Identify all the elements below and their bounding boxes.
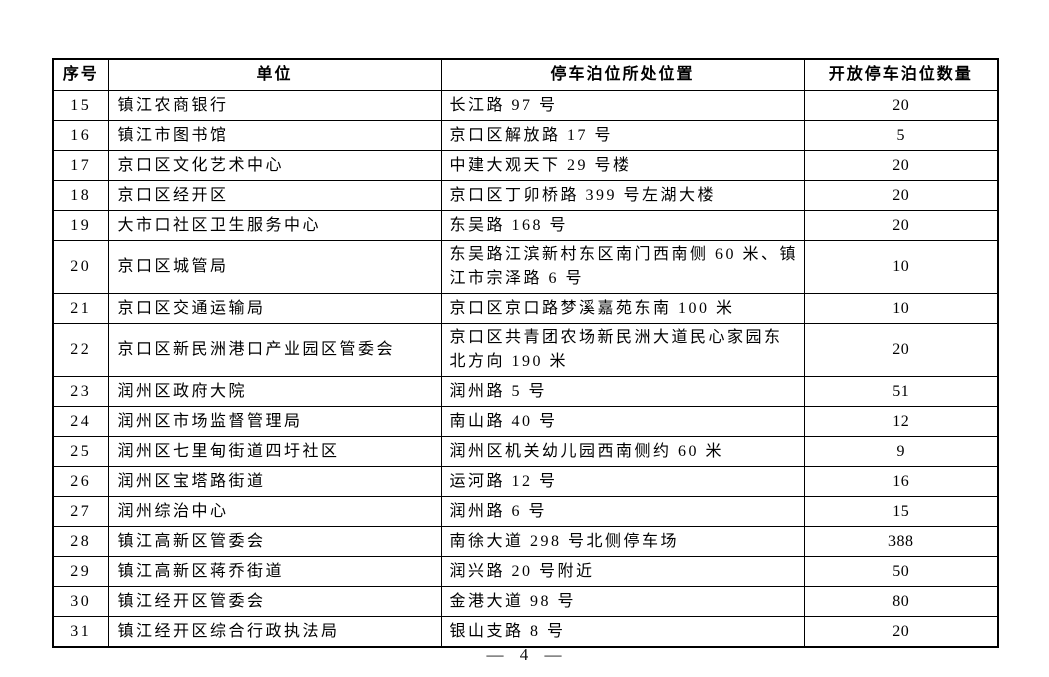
page-number: — 4 —	[486, 645, 563, 664]
cell-open-count: 51	[803, 376, 999, 407]
table-row: 15 镇江农商银行 长江路 97 号 20	[52, 90, 999, 121]
cell-open-count: 20	[803, 90, 999, 121]
cell-unit: 京口区经开区	[107, 180, 442, 211]
cell-unit: 京口区文化艺术中心	[107, 150, 442, 181]
cell-location: 银山支路 8 号	[440, 616, 805, 648]
cell-serial-number: 24	[52, 406, 109, 437]
table-row: 26 润州区宝塔路街道 运河路 12 号 16	[52, 466, 999, 497]
cell-location: 润州区机关幼儿园西南侧约 60 米	[440, 436, 805, 467]
cell-open-count: 15	[803, 496, 999, 527]
cell-serial-number: 23	[52, 376, 109, 407]
cell-serial-number: 17	[52, 150, 109, 181]
cell-open-count: 16	[803, 466, 999, 497]
table-row: 31 镇江经开区综合行政执法局 银山支路 8 号 20	[52, 616, 999, 648]
cell-location: 润州路 5 号	[440, 376, 805, 407]
cell-location: 运河路 12 号	[440, 466, 805, 497]
cell-unit: 京口区城管局	[107, 240, 442, 294]
cell-unit: 润州综治中心	[107, 496, 442, 527]
cell-unit: 镇江高新区蒋乔街道	[107, 556, 442, 587]
table-row: 25 润州区七里甸街道四圩社区 润州区机关幼儿园西南侧约 60 米 9	[52, 436, 999, 467]
table-row: 19 大市口社区卫生服务中心 东吴路 168 号 20	[52, 210, 999, 241]
cell-serial-number: 29	[52, 556, 109, 587]
cell-serial-number: 16	[52, 120, 109, 151]
cell-open-count: 20	[803, 616, 999, 648]
table-row: 29 镇江高新区蒋乔街道 润兴路 20 号附近 50	[52, 556, 999, 587]
table-row: 24 润州区市场监督管理局 南山路 40 号 12	[52, 406, 999, 437]
column-header-serial-number: 序号	[52, 58, 109, 91]
cell-unit: 镇江高新区管委会	[107, 526, 442, 557]
cell-location: 京口区共青团农场新民洲大道民心家园东北方向 190 米	[440, 323, 805, 377]
table-header-row: 序号 单位 停车泊位所处位置 开放停车泊位数量	[52, 58, 999, 91]
table-row: 30 镇江经开区管委会 金港大道 98 号 80	[52, 586, 999, 617]
table-row: 22 京口区新民洲港口产业园区管委会 京口区共青团农场新民洲大道民心家园东北方向…	[52, 323, 999, 377]
column-header-location: 停车泊位所处位置	[440, 58, 805, 91]
cell-serial-number: 19	[52, 210, 109, 241]
cell-location: 润州路 6 号	[440, 496, 805, 527]
cell-open-count: 20	[803, 210, 999, 241]
cell-serial-number: 22	[52, 323, 109, 377]
cell-unit: 大市口社区卫生服务中心	[107, 210, 442, 241]
cell-unit: 京口区新民洲港口产业园区管委会	[107, 323, 442, 377]
column-header-open-count: 开放停车泊位数量	[803, 58, 999, 91]
cell-serial-number: 20	[52, 240, 109, 294]
cell-serial-number: 25	[52, 436, 109, 467]
cell-open-count: 50	[803, 556, 999, 587]
table-row: 21 京口区交通运输局 京口区京口路梦溪嘉苑东南 100 米 10	[52, 293, 999, 324]
cell-location: 中建大观天下 29 号楼	[440, 150, 805, 181]
cell-open-count: 80	[803, 586, 999, 617]
table-row: 20 京口区城管局 东吴路江滨新村东区南门西南侧 60 米、镇江市宗泽路 6 号…	[52, 240, 999, 294]
cell-serial-number: 26	[52, 466, 109, 497]
table-row: 16 镇江市图书馆 京口区解放路 17 号 5	[52, 120, 999, 151]
cell-unit: 润州区市场监督管理局	[107, 406, 442, 437]
cell-open-count: 12	[803, 406, 999, 437]
cell-serial-number: 15	[52, 90, 109, 121]
table-row: 27 润州综治中心 润州路 6 号 15	[52, 496, 999, 527]
cell-location: 京口区解放路 17 号	[440, 120, 805, 151]
cell-open-count: 5	[803, 120, 999, 151]
cell-open-count: 20	[803, 150, 999, 181]
cell-unit: 润州区宝塔路街道	[107, 466, 442, 497]
cell-location: 长江路 97 号	[440, 90, 805, 121]
cell-serial-number: 27	[52, 496, 109, 527]
table-row: 17 京口区文化艺术中心 中建大观天下 29 号楼 20	[52, 150, 999, 181]
cell-location: 东吴路 168 号	[440, 210, 805, 241]
cell-open-count: 388	[803, 526, 999, 557]
cell-location: 京口区丁卯桥路 399 号左湖大楼	[440, 180, 805, 211]
cell-serial-number: 28	[52, 526, 109, 557]
cell-location: 润兴路 20 号附近	[440, 556, 805, 587]
cell-open-count: 20	[803, 180, 999, 211]
table-row: 18 京口区经开区 京口区丁卯桥路 399 号左湖大楼 20	[52, 180, 999, 211]
table-row: 28 镇江高新区管委会 南徐大道 298 号北侧停车场 388	[52, 526, 999, 557]
cell-serial-number: 18	[52, 180, 109, 211]
cell-unit: 镇江经开区综合行政执法局	[107, 616, 442, 648]
cell-serial-number: 31	[52, 616, 109, 648]
table-row: 23 润州区政府大院 润州路 5 号 51	[52, 376, 999, 407]
table-body: 15 镇江农商银行 长江路 97 号 20 16 镇江市图书馆 京口区解放路 1…	[52, 90, 999, 648]
column-header-unit: 单位	[107, 58, 442, 91]
cell-unit: 镇江市图书馆	[107, 120, 442, 151]
cell-location: 东吴路江滨新村东区南门西南侧 60 米、镇江市宗泽路 6 号	[440, 240, 805, 294]
cell-unit: 润州区七里甸街道四圩社区	[107, 436, 442, 467]
cell-open-count: 9	[803, 436, 999, 467]
cell-location: 南山路 40 号	[440, 406, 805, 437]
cell-location: 金港大道 98 号	[440, 586, 805, 617]
cell-unit: 京口区交通运输局	[107, 293, 442, 324]
cell-unit: 镇江经开区管委会	[107, 586, 442, 617]
cell-serial-number: 30	[52, 586, 109, 617]
cell-unit: 镇江农商银行	[107, 90, 442, 121]
cell-open-count: 10	[803, 293, 999, 324]
cell-serial-number: 21	[52, 293, 109, 324]
cell-location: 京口区京口路梦溪嘉苑东南 100 米	[440, 293, 805, 324]
cell-open-count: 20	[803, 323, 999, 377]
parking-spots-table: 序号 单位 停车泊位所处位置 开放停车泊位数量 15 镇江农商银行 长江路 97…	[52, 58, 999, 648]
cell-unit: 润州区政府大院	[107, 376, 442, 407]
cell-open-count: 10	[803, 240, 999, 294]
cell-location: 南徐大道 298 号北侧停车场	[440, 526, 805, 557]
